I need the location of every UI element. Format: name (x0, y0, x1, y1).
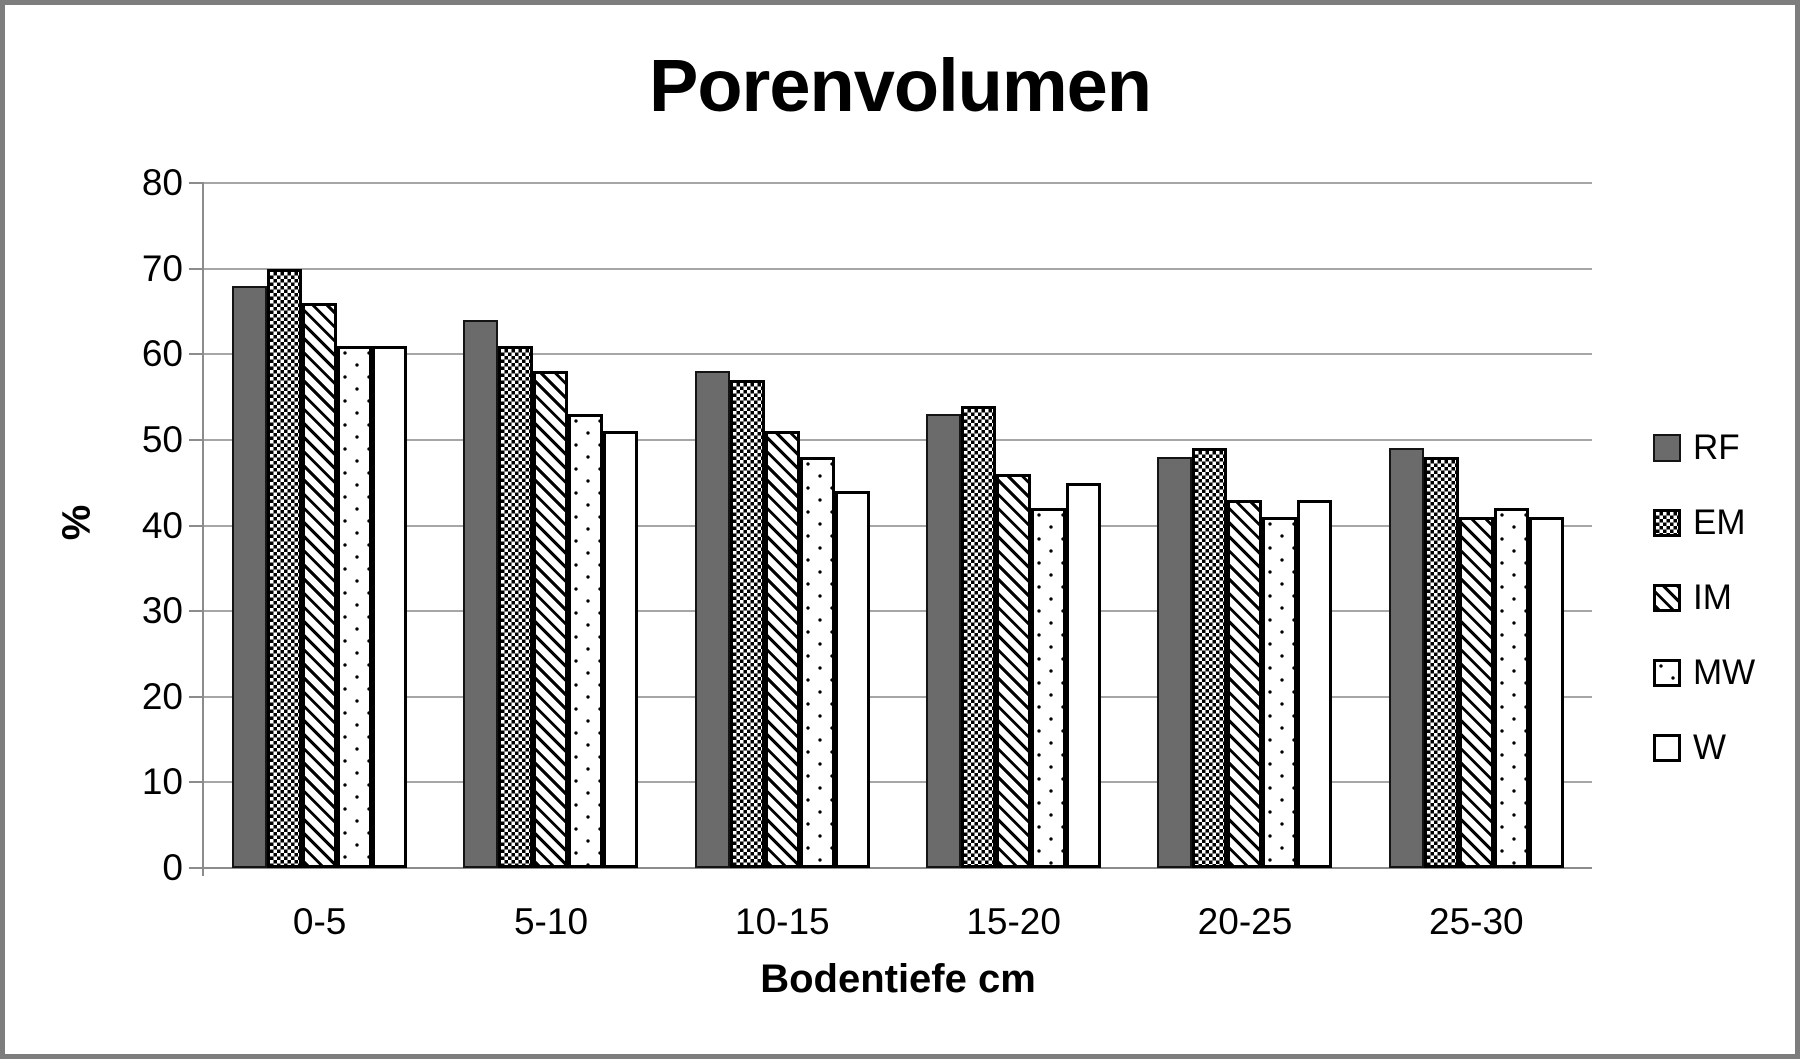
legend-swatch-MW-icon (1653, 659, 1681, 687)
bar-W-20-25 (1297, 500, 1333, 868)
gridline-40 (204, 524, 1592, 527)
bar-IM-10-15 (764, 431, 800, 868)
bar-MW-10-15 (799, 457, 835, 868)
gridline-50 (204, 438, 1592, 441)
legend-swatch-W-icon (1653, 734, 1681, 762)
bar-MW-15-20 (1031, 508, 1067, 868)
y-tick-mark-60 (189, 353, 204, 356)
y-axis-line (202, 183, 204, 876)
y-tick-label-0: 0 (162, 847, 183, 888)
bar-RF-10-15 (694, 371, 730, 868)
y-tick-label-20: 20 (141, 675, 183, 717)
bar-W-0-5 (372, 346, 408, 868)
bar-EM-15-20 (961, 406, 997, 868)
x-tick-label-5-10: 5-10 (513, 901, 589, 942)
gridline-20 (204, 695, 1592, 698)
bar-RF-20-25 (1157, 457, 1193, 868)
y-tick-label-10: 10 (141, 761, 183, 803)
x-axis-title: Bodentiefe cm (760, 957, 1036, 1001)
x-tick-label-10-15: 10-15 (735, 901, 830, 942)
bar-IM-15-20 (996, 474, 1032, 868)
bar-group-0-5 (204, 183, 435, 868)
y-tick-mark-30 (189, 610, 204, 613)
bar-MW-0-5 (337, 346, 373, 868)
y-axis-title: % (54, 504, 99, 541)
y-tick-mark-10 (189, 781, 204, 784)
legend-swatch-RF-icon (1653, 434, 1681, 462)
x-tick-label-25-30: 25-30 (1429, 901, 1524, 942)
x-tick-label-20-25: 20-25 (1197, 901, 1293, 942)
bar-MW-5-10 (568, 414, 604, 868)
chart-title: Porenvolumen (649, 44, 1152, 127)
legend-label-EM: EM (1693, 503, 1746, 542)
bar-group-15-20 (898, 183, 1129, 868)
bar-IM-0-5 (302, 303, 338, 868)
y-tick-label-50: 50 (141, 418, 183, 460)
bar-group-5-10 (435, 183, 666, 868)
bar-W-10-15 (834, 491, 870, 868)
y-tick-mark-80 (189, 182, 204, 184)
gridline-60 (204, 353, 1592, 356)
bar-RF-25-30 (1388, 448, 1424, 868)
bar-W-25-30 (1528, 517, 1564, 868)
x-axis-line (204, 867, 1592, 869)
bar-MW-25-30 (1493, 508, 1529, 868)
bar-IM-20-25 (1227, 500, 1263, 868)
bar-RF-15-20 (926, 414, 962, 868)
gridline-80 (204, 182, 1592, 184)
y-tick-label-30: 30 (141, 590, 183, 632)
bar-group-10-15 (667, 183, 898, 868)
gridline-30 (204, 610, 1592, 613)
legend-swatch-EM-icon (1653, 509, 1681, 537)
y-tick-mark-40 (189, 524, 204, 527)
bar-IM-25-30 (1458, 517, 1494, 868)
bar-group-20-25 (1129, 183, 1360, 868)
bar-RF-5-10 (463, 320, 499, 868)
legend-label-IM: IM (1693, 578, 1732, 617)
legend-label-MW: MW (1693, 653, 1756, 692)
y-tick-mark-50 (189, 438, 204, 441)
y-tick-label-60: 60 (141, 333, 183, 375)
legend-label-RF: RF (1693, 428, 1740, 467)
y-tick-label-70: 70 (141, 247, 183, 289)
bar-W-5-10 (603, 431, 639, 868)
bar-IM-5-10 (533, 371, 569, 868)
gridline-70 (204, 267, 1592, 270)
legend-item-IM: IM (1653, 578, 1732, 617)
bar-EM-25-30 (1423, 457, 1459, 868)
y-tick-label-40: 40 (141, 504, 183, 546)
bar-W-15-20 (1066, 483, 1102, 868)
bar-EM-5-10 (498, 346, 534, 868)
plot-area (202, 182, 1592, 876)
y-tick-mark-0 (189, 867, 204, 869)
gridline-10 (204, 781, 1592, 784)
y-tick-label-80: 80 (141, 162, 183, 203)
bar-EM-10-15 (729, 380, 765, 868)
x-tick-label-15-20: 15-20 (966, 901, 1061, 942)
legend-label-W: W (1693, 728, 1727, 767)
y-tick-mark-70 (189, 267, 204, 270)
legend-item-EM: EM (1653, 503, 1746, 542)
bar-EM-0-5 (267, 269, 303, 868)
bar-group-25-30 (1361, 183, 1592, 868)
bar-EM-20-25 (1192, 448, 1228, 868)
y-tick-mark-20 (189, 695, 204, 698)
x-tick-label-0-5: 0-5 (292, 901, 347, 942)
legend-item-MW: MW (1653, 653, 1756, 692)
bar-MW-20-25 (1262, 517, 1298, 868)
legend-item-RF: RF (1653, 428, 1740, 467)
legend-item-W: W (1653, 728, 1727, 767)
legend-swatch-IM-icon (1653, 584, 1681, 612)
bar-RF-0-5 (232, 286, 268, 868)
